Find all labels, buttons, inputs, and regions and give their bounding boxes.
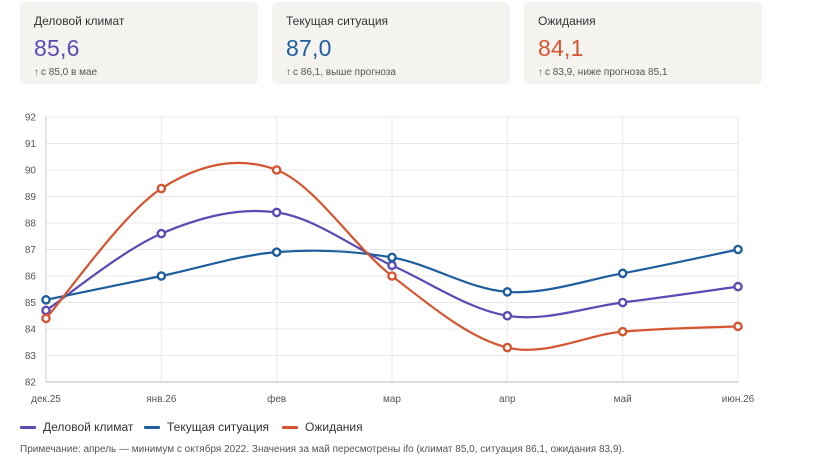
y-tick-label: 91 [25,139,37,150]
data-point-series-2 [617,326,628,337]
card-value: 85,6 [34,35,80,61]
y-tick-label: 85 [25,298,37,309]
x-tick-label: май [614,394,632,405]
data-point-series-1 [502,287,513,297]
legend-label: Деловой климат [43,420,134,434]
data-point-series-0 [156,228,167,239]
card-title: Текущая ситуация [286,14,389,28]
y-tick-label: 89 [25,192,37,203]
data-point-series-1 [733,244,743,255]
data-point-series-2 [156,183,167,194]
y-tick-label: 82 [25,378,37,389]
card-subtitle: ↑ с 85,0 в мае [34,67,244,79]
card-title: Ожидания [538,14,596,28]
data-point-series-0 [617,297,628,308]
summary-cards: Деловой климат 85,6 ↑ с 85,0 в мае Текуща… [20,2,762,84]
data-point-series-1 [617,268,628,279]
data-point-series-1 [387,252,397,263]
card-value: 84,1 [538,35,584,61]
y-tick-label: 86 [25,272,37,283]
data-point-series-0 [733,281,743,292]
legend-item-expectations: Ожидания [282,420,363,434]
legend-label: Текущая ситуация [167,420,270,434]
data-point-series-2 [733,321,743,332]
arrow-up-icon: ↑ [538,67,543,78]
card-expectations: Ожидания 84,1 ↑ с 83,9, ниже прогноза 85,… [524,2,762,84]
x-tick-label: фев [267,393,286,405]
footnote: Примечание: апрель — минимум с октября 2… [20,444,625,455]
data-point-series-1 [156,271,167,281]
data-point-series-2 [387,271,397,281]
data-point-series-1 [271,247,282,257]
data-point-series-0 [387,260,397,271]
line-chart: 82 83 84 85 86 87 88 89 90 91 92 дек.25 янв.26 фев мар… [25,113,755,406]
data-point-series-2 [41,313,51,324]
legend-item-current-situation: Текущая ситуация [144,420,269,434]
data-point-series-0 [41,305,51,316]
arrow-up-icon: ↑ [34,67,39,78]
legend-label: Ожидания [305,420,363,434]
data-point-series-2 [502,342,513,353]
x-tick-label: янв.26 [146,394,177,405]
y-tick-label: 92 [25,113,37,124]
card-subtitle-text: с 85,0 в мае [41,67,98,78]
card-subtitle: ↑ с 83,9, ниже прогноза 85,1 [538,67,748,79]
y-tick-label: 83 [25,351,37,362]
card-current-situation: Текущая ситуация 87,0 ↑ с 86,1, выше прог… [272,2,510,84]
arrow-up-icon: ↑ [286,67,291,78]
card-subtitle-text: с 83,9, ниже прогноза 85,1 [545,67,668,78]
x-tick-label: мар [383,394,401,405]
legend-swatch [20,425,36,429]
card-value: 87,0 [286,35,332,61]
x-tick-label: апр [499,394,516,405]
data-point-series-0 [271,207,282,218]
card-subtitle-text: с 86,1, выше прогноза [293,67,396,78]
data-point-series-1 [41,295,51,305]
legend-swatch [144,425,160,429]
card-business-climate: Деловой климат 85,6 ↑ с 85,0 в мае [20,2,258,84]
data-point-series-2 [271,165,282,175]
legend-item-business-climate: Деловой климат [20,420,133,434]
legend-swatch [282,425,298,429]
x-tick-label: дек.25 [31,394,61,405]
y-tick-label: 87 [25,245,37,256]
x-tick-label: июн.26 [722,394,755,405]
y-tick-label: 84 [25,325,37,336]
y-tick-label: 88 [25,219,37,230]
card-title: Деловой климат [34,14,125,28]
data-point-series-0 [502,310,513,321]
card-subtitle: ↑ с 86,1, выше прогноза [286,67,496,79]
y-tick-label: 90 [25,166,37,177]
